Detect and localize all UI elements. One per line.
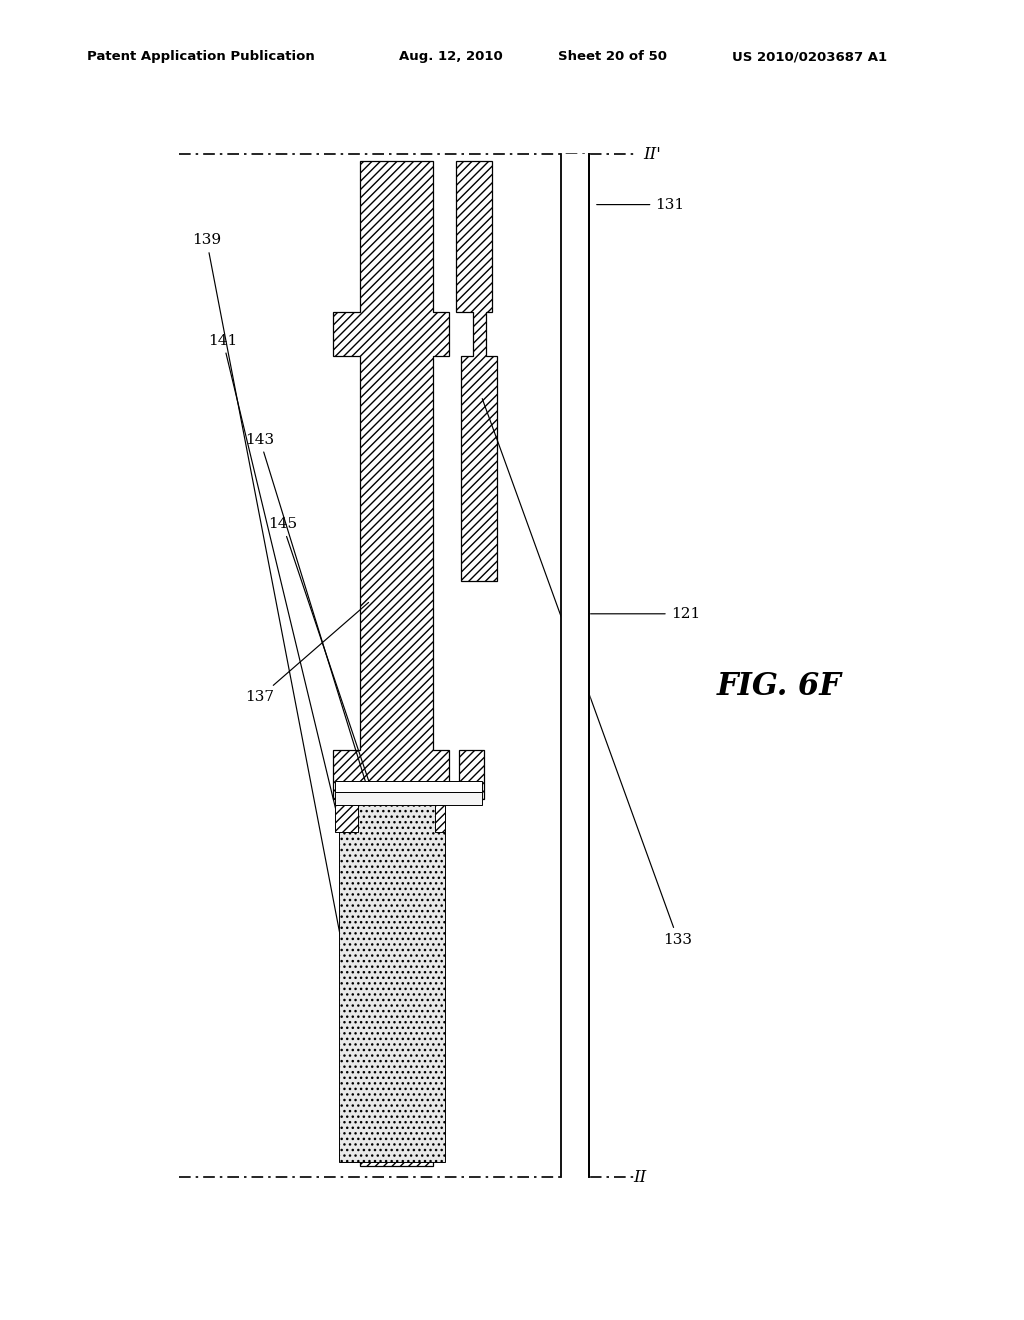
Polygon shape <box>456 161 497 581</box>
Text: II: II <box>633 1170 646 1185</box>
Polygon shape <box>335 792 482 805</box>
Text: Patent Application Publication: Patent Application Publication <box>87 50 314 63</box>
Text: 143: 143 <box>246 433 370 796</box>
Text: 121: 121 <box>574 607 700 620</box>
Text: 139: 139 <box>193 234 342 948</box>
Polygon shape <box>333 161 449 1166</box>
Text: Sheet 20 of 50: Sheet 20 of 50 <box>558 50 667 63</box>
Text: 141: 141 <box>208 334 337 816</box>
Text: 145: 145 <box>268 517 370 784</box>
Polygon shape <box>335 781 482 792</box>
Text: FIG. 6F: FIG. 6F <box>717 671 842 702</box>
Text: II': II' <box>643 147 660 162</box>
Text: US 2010/0203687 A1: US 2010/0203687 A1 <box>732 50 887 63</box>
Text: 137: 137 <box>246 602 369 704</box>
Text: 133: 133 <box>482 399 692 946</box>
Polygon shape <box>435 805 445 832</box>
Text: Aug. 12, 2010: Aug. 12, 2010 <box>399 50 503 63</box>
Polygon shape <box>335 805 358 832</box>
Polygon shape <box>339 803 445 1162</box>
Polygon shape <box>459 750 484 799</box>
Text: 131: 131 <box>597 198 684 211</box>
